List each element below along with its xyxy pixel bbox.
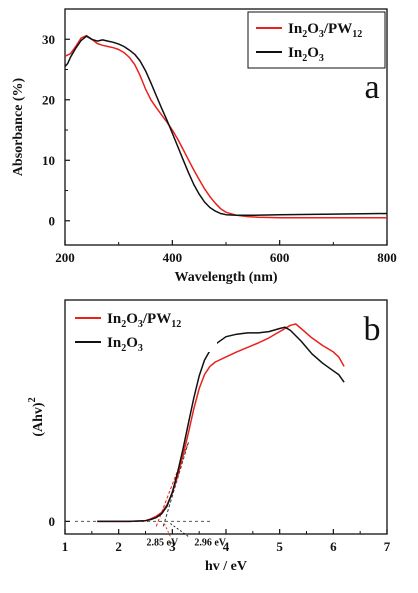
legend-text-part: /PW [323,21,352,37]
y-tick-label: 10 [42,153,55,168]
legend-text-part: O [307,45,319,61]
legend-label-0: In2O3/PW12 [288,21,362,40]
x-axis-title: Wavelength (nm) [174,270,277,285]
series-line-0 [64,34,387,219]
y-axis-title: (Ahv)2 [27,397,46,436]
y-tick-label: 30 [42,32,55,47]
series-line-0 [97,323,345,523]
x-tick-label: 2 [115,539,122,554]
y-tick-label: 20 [42,92,55,107]
legend-text-part: O [307,21,319,37]
annotation-label: 2.96 eV [194,537,226,548]
legend-text-part: 2 [121,343,126,354]
panel-letter: b [364,311,381,348]
y-tick-label: 0 [49,514,56,529]
legend-text-part: O [126,335,138,351]
x-tick-label: 1 [62,539,69,554]
x-tick-label: 7 [384,539,391,554]
legend-label-0: In2O3/PW12 [107,311,181,330]
y-axis-title-sup: 2 [27,397,38,402]
legend-box [67,302,217,352]
panel-a: 200 400 600 800 0 10 20 30 Wavelength (nm) Absorb… [11,8,397,285]
y-axis-title: Absorbance (%) [11,77,26,176]
x-tick-label: 4 [223,539,230,554]
legend-text-part: In [288,21,303,37]
legend-text-part: 3 [319,29,324,40]
legend-label-1: In2O3 [107,335,143,354]
x-tick-label: 3 [169,539,176,554]
legend-label-1: In2O3 [288,45,324,64]
legend-text-part: 3 [138,319,143,330]
legend-text-part: 2 [121,319,126,330]
tangent-line-black [162,442,189,527]
x-tick-label: 6 [330,539,337,554]
series-line-1 [97,326,345,523]
y-axis-title-main: (Ahv) [31,402,46,437]
y-tick-label: 0 [49,213,56,228]
legend-text-part: 3 [138,343,143,354]
series-line-1 [64,35,388,217]
annotation-label: 2.85 eV [146,537,178,548]
legend-text-part: O [126,311,138,327]
legend-text-part: In [288,45,303,61]
x-tick-label: 200 [55,250,75,265]
legend-text-part: 2 [302,29,307,40]
x-axis-title: hv / eV [205,559,247,574]
panel-letter: a [364,69,379,106]
legend-text-part: 12 [352,29,362,40]
legend-text-part: 3 [319,53,324,64]
x-tick-label: 600 [270,250,290,265]
legend-box [247,11,386,69]
x-tick-label: 5 [276,539,283,554]
legend-text-part: 12 [171,319,181,330]
x-tick-label: 400 [163,250,183,265]
legend-text-part: In [107,335,122,351]
legend-text-part: /PW [142,311,171,327]
legend-text-part: In [107,311,122,327]
x-tick-label: 800 [377,250,397,265]
legend-text-part: 2 [302,53,307,64]
